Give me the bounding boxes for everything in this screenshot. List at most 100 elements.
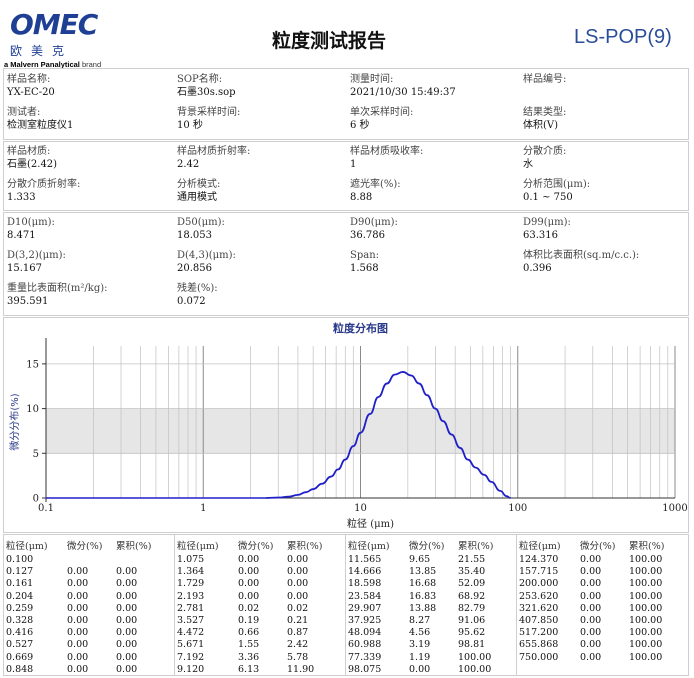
table-cell: 3.36 [238,651,260,663]
info-label: 测试者: [7,107,41,118]
table-group: 粒径(μm) 微分(%) 累积(%) 124.370 0.00 100.00 157.715… [517,535,687,675]
table-header: 微分(%) [409,541,445,552]
table-cell: 0.00 [67,639,89,651]
table-cell: 0.66 [238,627,260,639]
table-group: 粒径(μm) 微分(%) 累积(%) 0.100 0.127 0.00 0.00 0.161 0… [4,535,175,675]
table-cell: 0.00 [238,554,260,565]
logo-wordmark: OMEC [10,8,98,41]
table-cell: 0.00 [580,590,602,602]
material-label: 分析模式: [177,179,221,190]
chart-title: 粒度分布图 [333,321,388,335]
material-section: 样品材质: 石墨(2.42) 样品材质折射率: 2.42 样品材质吸收率: 1 分散介质: 水… [3,141,689,211]
results-label: D10(μm): [7,217,55,228]
results-label: 重量比表面积(m²/kg): [7,283,108,294]
material-label: 分散介质折射率: [7,179,81,190]
material-label: 分析范围(μm): [523,179,591,190]
table-cell: 0.00 [116,590,138,602]
table-cell: 1.19 [409,651,431,663]
table-cell: 407.850 [519,615,559,626]
info-label: SOP名称: [177,74,223,85]
x-tick-label: 10 [354,503,367,514]
table-cell: 60.988 [348,639,382,651]
table-cell: 14.666 [348,566,382,578]
results-value: 8.471 [7,230,36,241]
table-cell: 0.00 [580,554,602,565]
table-cell: 18.598 [348,578,382,590]
table-cell: 2.781 [177,602,205,614]
table-cell: 0.00 [287,566,309,578]
table-cell: 0.00 [67,578,89,590]
results-label: 残差(%): [177,283,218,294]
omec-logo: OMEC 欧美克 a Malvern Panalytical brand [4,6,134,69]
table-cell: 9.120 [177,663,205,675]
table-cell: 100.00 [458,651,492,663]
table-header: 粒径(μm) [6,541,48,552]
table-header: 粒径(μm) [348,541,390,552]
table-cell: 9.65 [409,554,431,565]
table-cell: 8.27 [409,615,431,626]
material-label: 分散介质: [523,146,567,157]
document-id: LS-POP(9) [574,26,672,48]
table-cell: 0.00 [580,578,602,590]
table-cell: 0.00 [67,602,89,614]
table-cell: 0.19 [238,615,260,626]
table-cell: 100.00 [629,602,663,614]
material-value: 1.333 [7,192,36,203]
table-header: 累积(%) [629,541,665,552]
table-cell: 321.620 [519,602,559,614]
material-value: 1 [350,159,357,170]
table-cell: 16.68 [409,578,437,590]
table-cell: 124.370 [519,554,559,565]
results-value: 36.786 [350,230,385,241]
table-cell: 37.925 [348,615,382,626]
table-cell: 0.100 [6,554,34,565]
table-cell: 0.00 [116,627,138,639]
table-group: 粒径(μm) 微分(%) 累积(%) 11.565 9.65 21.55 14.666 13.… [346,535,517,675]
x-tick-label: 100 [508,503,527,514]
y-tick-label: 15 [26,359,39,370]
table-cell: 11.90 [287,663,315,675]
table-cell: 13.85 [409,566,437,578]
info-label: 样品编号: [523,74,567,85]
table-header: 微分(%) [238,541,274,552]
table-cell: 0.00 [67,590,89,602]
table-cell: 0.00 [238,578,260,590]
material-value: 8.88 [350,192,373,203]
results-value: 63.316 [523,230,558,241]
table-cell: 0.21 [287,615,309,626]
size-distribution-table: 粒径(μm) 微分(%) 累积(%) 0.100 0.127 0.00 0.00 0.161 0… [3,534,689,676]
table-cell: 2.193 [177,590,205,602]
table-cell: 0.00 [116,566,138,578]
table-cell: 0.527 [6,639,34,651]
table-cell: 100.00 [629,566,663,578]
table-cell: 0.416 [6,627,34,639]
table-cell: 0.204 [6,590,34,602]
table-header: 微分(%) [580,541,616,552]
table-cell: 750.000 [519,651,559,663]
table-cell: 100.00 [629,615,663,626]
y-tick-label: 10 [26,404,39,415]
distribution-chart: 0 5 10 15 0.1 1 10 100 1000 粒度分布图 粒径 (μm) 微分分布(%) [3,317,689,533]
table-cell: 0.259 [6,602,34,614]
report-title: 粒度测试报告 [272,30,387,52]
y-tick-label: 0 [33,494,39,505]
table-header: 累积(%) [116,541,152,552]
table-cell: 0.00 [67,663,89,675]
table-cell: 0.127 [6,566,34,578]
table-cell: 3.527 [177,615,205,626]
results-value: 1.568 [350,263,379,274]
table-cell: 200.000 [519,578,559,590]
table-cell: 0.00 [287,578,309,590]
material-value: 水 [523,159,533,170]
table-cell: 0.00 [580,627,602,639]
table-cell: 23.584 [348,590,382,602]
table-cell: 0.00 [580,651,602,663]
results-label: D99(μm): [523,217,571,228]
report-header: OMEC 欧美克 a Malvern Panalytical brand 粒度测… [0,0,694,69]
sample-info-section: 样品名称: YX-EC-20 SOP名称: 石墨30s.sop 测量时间: 2021/10… [3,68,689,140]
table-header: 粒径(μm) [177,541,219,552]
table-cell: 0.00 [580,639,602,651]
table-cell: 100.00 [629,590,663,602]
table-cell: 1.55 [238,639,260,651]
